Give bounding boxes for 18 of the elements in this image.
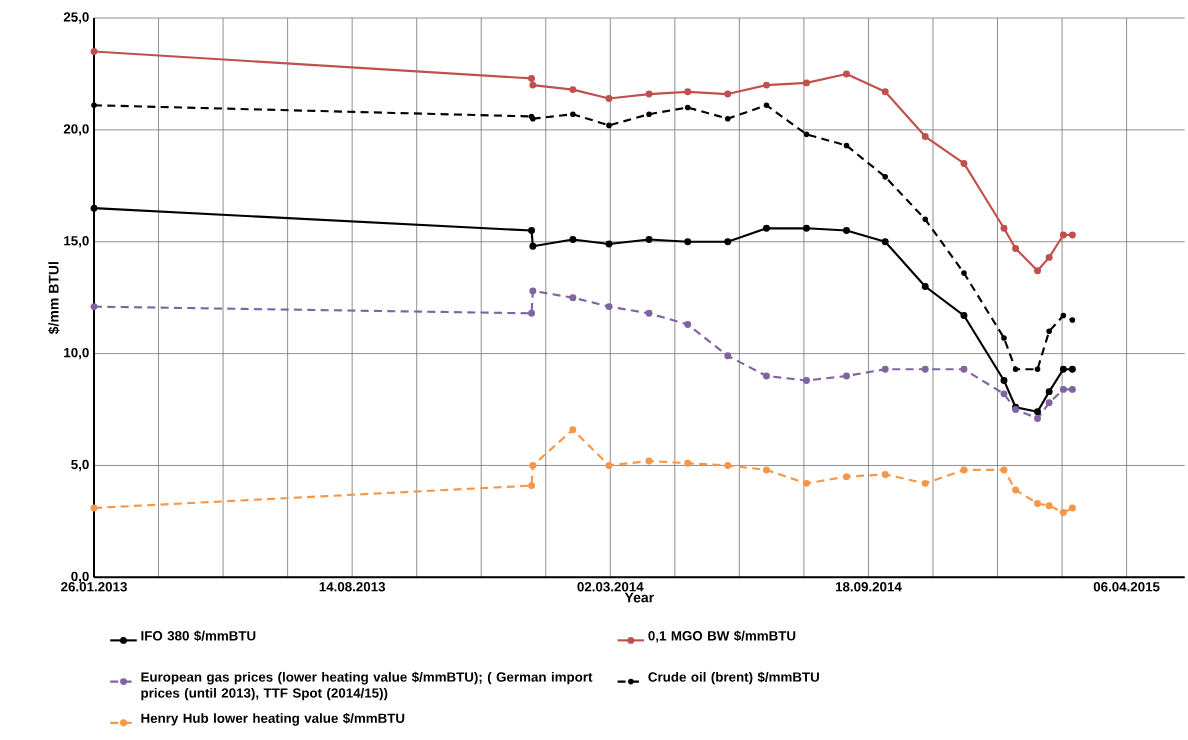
y-tick-label: 0,0 [71,571,89,584]
y-tick-label: 10,0 [64,347,89,360]
y-tick-label: 20,0 [63,124,89,136]
x-tick-label: 06.04.2015 [1093,582,1160,592]
legend-label: IFO 380 $/mmBTU [141,630,256,642]
y-tick-label: 5,0 [71,459,89,472]
x-tick-label: 18.09.2014 [835,582,902,592]
legend-label: Crude oil (brent) $/mmBTU [648,671,819,685]
legend-label: 0,1 MGO BW $/mmBTU [648,630,796,643]
legend-label: European gas prices (lower heating value $/mmBTU); ( German import prices (until 2013), TTF Spot (2014/15)) [141,671,593,701]
legend-label: Henry Hub lower heating value $/mmBTU [141,712,405,726]
y-tick-label: 25,0 [63,12,89,24]
x-tick-label: 26.01.2013 [61,582,127,592]
x-tick-label: 02.03.2014 [577,582,644,592]
y-axis-title: $/mm BTUl [48,262,60,335]
y-tick-label: 15,0 [64,236,89,248]
x-tick-label: 14.08.2013 [319,582,386,592]
x-axis-title: Year [624,592,654,603]
